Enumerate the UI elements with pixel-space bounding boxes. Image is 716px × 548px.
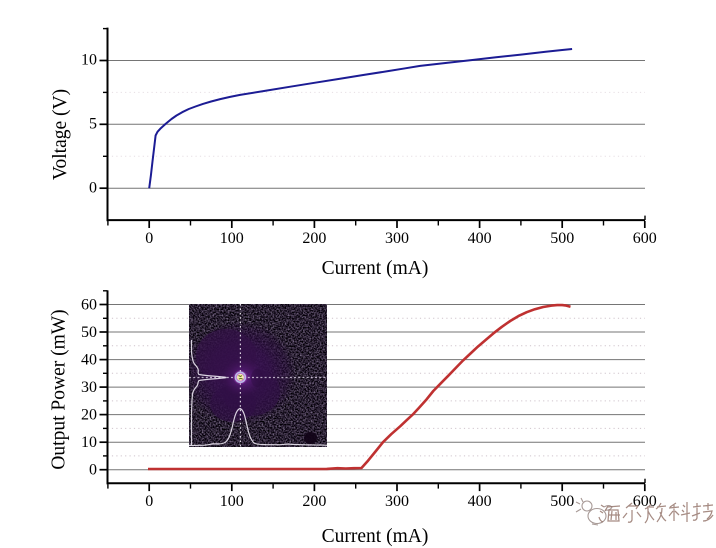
svg-text:Voltage (V): Voltage (V) (50, 89, 71, 180)
svg-text:500: 500 (550, 493, 574, 510)
svg-text:300: 300 (385, 230, 409, 247)
svg-text:300: 300 (385, 493, 409, 510)
svg-text:400: 400 (468, 493, 492, 510)
svg-text:0: 0 (145, 493, 153, 510)
svg-text:40: 40 (81, 352, 97, 369)
svg-text:400: 400 (468, 230, 492, 247)
svg-text:200: 200 (302, 230, 326, 247)
svg-text:600: 600 (633, 230, 657, 247)
svg-text:50: 50 (81, 324, 97, 341)
svg-text:60: 60 (81, 297, 97, 314)
svg-text:30: 30 (81, 379, 97, 396)
svg-text:10: 10 (81, 434, 97, 451)
svg-text:0: 0 (89, 462, 97, 479)
svg-text:20: 20 (81, 407, 97, 424)
svg-text:Output Power (mW): Output Power (mW) (49, 309, 70, 469)
svg-text:5: 5 (89, 116, 97, 133)
svg-text:Current (mA): Current (mA) (322, 526, 429, 547)
svg-text:0: 0 (145, 230, 153, 247)
svg-text:100: 100 (220, 493, 244, 510)
svg-text:500: 500 (550, 230, 574, 247)
svg-text:100: 100 (220, 230, 244, 247)
svg-text:0: 0 (89, 179, 97, 196)
svg-text:200: 200 (302, 493, 326, 510)
svg-text:10: 10 (81, 52, 97, 69)
svg-text:Current (mA): Current (mA) (322, 258, 429, 279)
